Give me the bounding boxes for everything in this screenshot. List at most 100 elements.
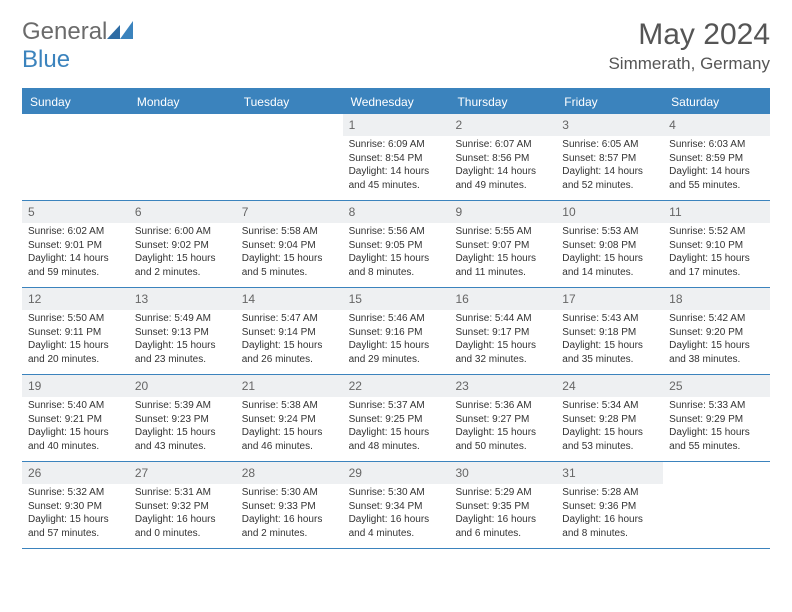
day-cell: 24Sunrise: 5:34 AMSunset: 9:28 PMDayligh… [556, 375, 663, 461]
day-body: Sunrise: 6:00 AMSunset: 9:02 PMDaylight:… [129, 225, 236, 283]
daylight-text: Daylight: 16 hours and 2 minutes. [242, 513, 337, 540]
day-number: 30 [449, 462, 556, 484]
day-body: Sunrise: 5:56 AMSunset: 9:05 PMDaylight:… [343, 225, 450, 283]
sunset-text: Sunset: 9:01 PM [28, 239, 123, 253]
daylight-text: Daylight: 15 hours and 32 minutes. [455, 339, 550, 366]
day-cell: 30Sunrise: 5:29 AMSunset: 9:35 PMDayligh… [449, 462, 556, 548]
sunrise-text: Sunrise: 6:03 AM [669, 138, 764, 152]
day-body: Sunrise: 5:52 AMSunset: 9:10 PMDaylight:… [663, 225, 770, 283]
daylight-text: Daylight: 15 hours and 14 minutes. [562, 252, 657, 279]
day-number: 22 [343, 375, 450, 397]
logo-text: GeneralBlue [22, 18, 133, 74]
day-cell: 5Sunrise: 6:02 AMSunset: 9:01 PMDaylight… [22, 201, 129, 287]
daylight-text: Daylight: 16 hours and 6 minutes. [455, 513, 550, 540]
day-body: Sunrise: 5:38 AMSunset: 9:24 PMDaylight:… [236, 399, 343, 457]
day-body: Sunrise: 5:49 AMSunset: 9:13 PMDaylight:… [129, 312, 236, 370]
day-body: Sunrise: 6:02 AMSunset: 9:01 PMDaylight:… [22, 225, 129, 283]
sunset-text: Sunset: 9:07 PM [455, 239, 550, 253]
sunset-text: Sunset: 9:27 PM [455, 413, 550, 427]
sunset-text: Sunset: 9:05 PM [349, 239, 444, 253]
day-number: 29 [343, 462, 450, 484]
day-body: Sunrise: 5:34 AMSunset: 9:28 PMDaylight:… [556, 399, 663, 457]
daylight-text: Daylight: 16 hours and 8 minutes. [562, 513, 657, 540]
day-body: Sunrise: 5:32 AMSunset: 9:30 PMDaylight:… [22, 486, 129, 544]
week-row: 1Sunrise: 6:09 AMSunset: 8:54 PMDaylight… [22, 114, 770, 201]
day-number: 8 [343, 201, 450, 223]
weekday-header: Thursday [449, 90, 556, 114]
daylight-text: Daylight: 15 hours and 23 minutes. [135, 339, 230, 366]
day-body: Sunrise: 6:05 AMSunset: 8:57 PMDaylight:… [556, 138, 663, 196]
sunrise-text: Sunrise: 5:31 AM [135, 486, 230, 500]
day-body: Sunrise: 5:29 AMSunset: 9:35 PMDaylight:… [449, 486, 556, 544]
day-cell: 29Sunrise: 5:30 AMSunset: 9:34 PMDayligh… [343, 462, 450, 548]
day-cell: 2Sunrise: 6:07 AMSunset: 8:56 PMDaylight… [449, 114, 556, 200]
sunrise-text: Sunrise: 5:28 AM [562, 486, 657, 500]
day-cell: 31Sunrise: 5:28 AMSunset: 9:36 PMDayligh… [556, 462, 663, 548]
sunset-text: Sunset: 9:28 PM [562, 413, 657, 427]
sunrise-text: Sunrise: 5:43 AM [562, 312, 657, 326]
sunrise-text: Sunrise: 5:56 AM [349, 225, 444, 239]
sunrise-text: Sunrise: 5:55 AM [455, 225, 550, 239]
sunrise-text: Sunrise: 5:29 AM [455, 486, 550, 500]
sunset-text: Sunset: 8:59 PM [669, 152, 764, 166]
day-number: 21 [236, 375, 343, 397]
day-body: Sunrise: 5:47 AMSunset: 9:14 PMDaylight:… [236, 312, 343, 370]
daylight-text: Daylight: 14 hours and 45 minutes. [349, 165, 444, 192]
day-cell: 8Sunrise: 5:56 AMSunset: 9:05 PMDaylight… [343, 201, 450, 287]
sunrise-text: Sunrise: 6:07 AM [455, 138, 550, 152]
day-body: Sunrise: 5:31 AMSunset: 9:32 PMDaylight:… [129, 486, 236, 544]
day-cell: 11Sunrise: 5:52 AMSunset: 9:10 PMDayligh… [663, 201, 770, 287]
day-number: 18 [663, 288, 770, 310]
day-number: 6 [129, 201, 236, 223]
sunset-text: Sunset: 8:54 PM [349, 152, 444, 166]
day-number: 23 [449, 375, 556, 397]
day-cell: 20Sunrise: 5:39 AMSunset: 9:23 PMDayligh… [129, 375, 236, 461]
day-body: Sunrise: 5:28 AMSunset: 9:36 PMDaylight:… [556, 486, 663, 544]
logo: GeneralBlue [22, 18, 133, 74]
sunset-text: Sunset: 9:11 PM [28, 326, 123, 340]
day-cell: 10Sunrise: 5:53 AMSunset: 9:08 PMDayligh… [556, 201, 663, 287]
day-cell [663, 462, 770, 548]
day-cell [236, 114, 343, 200]
day-number: 3 [556, 114, 663, 136]
sunset-text: Sunset: 9:08 PM [562, 239, 657, 253]
daylight-text: Daylight: 15 hours and 38 minutes. [669, 339, 764, 366]
day-body: Sunrise: 5:46 AMSunset: 9:16 PMDaylight:… [343, 312, 450, 370]
day-body: Sunrise: 5:55 AMSunset: 9:07 PMDaylight:… [449, 225, 556, 283]
daylight-text: Daylight: 15 hours and 46 minutes. [242, 426, 337, 453]
sunset-text: Sunset: 9:36 PM [562, 500, 657, 514]
sunrise-text: Sunrise: 5:37 AM [349, 399, 444, 413]
day-cell: 22Sunrise: 5:37 AMSunset: 9:25 PMDayligh… [343, 375, 450, 461]
sunset-text: Sunset: 9:33 PM [242, 500, 337, 514]
weekday-header: Monday [129, 90, 236, 114]
weekday-header: Tuesday [236, 90, 343, 114]
sunrise-text: Sunrise: 5:50 AM [28, 312, 123, 326]
day-body: Sunrise: 5:39 AMSunset: 9:23 PMDaylight:… [129, 399, 236, 457]
daylight-text: Daylight: 14 hours and 49 minutes. [455, 165, 550, 192]
day-number: 14 [236, 288, 343, 310]
daylight-text: Daylight: 16 hours and 4 minutes. [349, 513, 444, 540]
sunrise-text: Sunrise: 5:38 AM [242, 399, 337, 413]
daylight-text: Daylight: 15 hours and 26 minutes. [242, 339, 337, 366]
sunrise-text: Sunrise: 5:30 AM [349, 486, 444, 500]
day-body: Sunrise: 5:33 AMSunset: 9:29 PMDaylight:… [663, 399, 770, 457]
day-number: 7 [236, 201, 343, 223]
day-body: Sunrise: 5:44 AMSunset: 9:17 PMDaylight:… [449, 312, 556, 370]
sunset-text: Sunset: 9:04 PM [242, 239, 337, 253]
calendar: Sunday Monday Tuesday Wednesday Thursday… [22, 88, 770, 549]
daylight-text: Daylight: 14 hours and 52 minutes. [562, 165, 657, 192]
day-cell: 21Sunrise: 5:38 AMSunset: 9:24 PMDayligh… [236, 375, 343, 461]
day-cell [22, 114, 129, 200]
daylight-text: Daylight: 15 hours and 43 minutes. [135, 426, 230, 453]
daylight-text: Daylight: 14 hours and 59 minutes. [28, 252, 123, 279]
sunrise-text: Sunrise: 5:46 AM [349, 312, 444, 326]
sunset-text: Sunset: 9:32 PM [135, 500, 230, 514]
daylight-text: Daylight: 15 hours and 17 minutes. [669, 252, 764, 279]
title-block: May 2024 Simmerath, Germany [608, 18, 770, 74]
logo-text-1: General [22, 18, 107, 45]
sunrise-text: Sunrise: 5:47 AM [242, 312, 337, 326]
day-number: 12 [22, 288, 129, 310]
day-number: 28 [236, 462, 343, 484]
sunrise-text: Sunrise: 5:33 AM [669, 399, 764, 413]
daylight-text: Daylight: 15 hours and 57 minutes. [28, 513, 123, 540]
